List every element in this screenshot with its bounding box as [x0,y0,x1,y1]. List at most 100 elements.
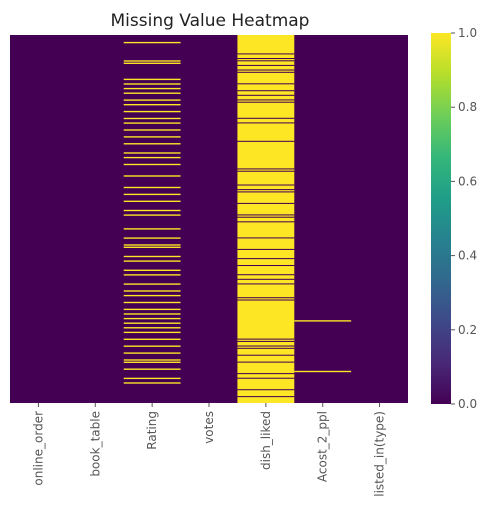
missing-cell [123,129,181,131]
missing-cell [123,163,181,166]
present-gap [237,345,295,347]
missing-cell [123,152,181,154]
x-tick-label: listed_in(type) [373,411,387,497]
missing-cell [123,274,181,276]
missing-cell [123,117,181,120]
present-gap [237,216,295,218]
present-gap [237,221,295,223]
present-gap [237,214,295,216]
missing-cell [123,290,181,292]
x-tick-label: votes [202,411,216,444]
present-gap [237,354,295,356]
missing-cell [123,382,181,384]
missing-cell [123,92,181,94]
missing-cell [123,62,181,64]
missing-cell [123,377,181,380]
missing-cell [123,99,181,101]
colorbar-tick-label: 0.2 [458,323,477,337]
missing-cell [123,244,181,246]
missing-cell [123,338,181,340]
colorbar-gradient [431,33,451,404]
missing-cell [123,209,181,212]
missing-cell [123,352,181,354]
x-axis: online_order book_table Rating votes dish_li… [31,403,387,497]
missing-cell [123,175,181,177]
missing-cell [123,260,181,262]
present-gap [237,168,295,170]
present-gap [237,248,295,250]
missing-cell [123,368,181,370]
x-tick-label: Acost_2_ppl [316,411,330,482]
present-gap [237,237,295,239]
present-gap [237,258,295,260]
x-tick-label: dish_liked [259,411,273,470]
chart-title: Missing Value Heatmap [111,11,310,31]
colorbar-tick-label: 0.8 [458,100,477,114]
missing-cell [123,60,181,62]
missing-cell [123,122,181,124]
present-gap [237,396,295,398]
present-gap [237,60,295,62]
present-gap [237,71,295,73]
missing-cell [123,269,181,271]
present-gap [237,69,295,71]
missing-cell [123,214,181,216]
present-gap [237,58,295,60]
heatmap-background [10,35,408,403]
colorbar-tick-label: 0.4 [458,249,477,263]
missing-cell [123,228,181,230]
present-gap [237,101,295,103]
present-gap [237,53,295,55]
colorbar-tick-label: 0.0 [458,397,477,411]
missing-cell [123,83,181,85]
present-gap [237,389,295,391]
present-gap [237,184,295,186]
missing-cell [123,246,181,248]
missing-cell [123,78,181,81]
present-gap [237,122,295,124]
missing-cell [123,322,181,324]
heatmap-area [10,35,408,403]
x-tick-label: book_table [88,411,102,477]
missing-cell [123,255,181,258]
x-tick-label: Rating [145,411,159,450]
present-gap [237,340,295,342]
missing-cell [123,317,181,320]
missing-cell [123,345,181,347]
present-gap [237,373,295,375]
present-gap [237,140,295,142]
colorbar-tick-label: 1.0 [458,26,477,40]
missing-cell [123,361,181,363]
present-gap [237,347,295,349]
present-gap [237,90,295,92]
missing-cell [123,308,181,311]
missing-cell [123,104,181,106]
missing-cell [123,327,181,329]
present-gap [237,278,295,280]
missing-cell [123,186,181,189]
present-gap [237,99,295,101]
present-gap [237,189,295,191]
missing-cell [123,143,181,145]
present-gap [237,361,295,363]
present-gap [237,83,295,85]
missing-cell [123,200,181,202]
missing-cell [123,359,181,361]
present-gap [237,202,295,204]
colorbar-tick-label: 0.6 [458,174,477,188]
present-gap [237,191,295,193]
missing-cell [123,294,181,297]
missing-cell [294,320,352,322]
present-gap [237,338,295,340]
missing-cell [123,110,181,113]
missing-cell [123,313,181,315]
present-gap [237,297,295,299]
missing-cell [123,87,181,90]
present-gap [237,274,295,276]
present-gap [237,94,295,96]
present-gap [237,170,295,172]
x-tick-label: online_order [31,411,45,486]
present-gap [237,299,295,301]
missing-cell [294,370,352,373]
